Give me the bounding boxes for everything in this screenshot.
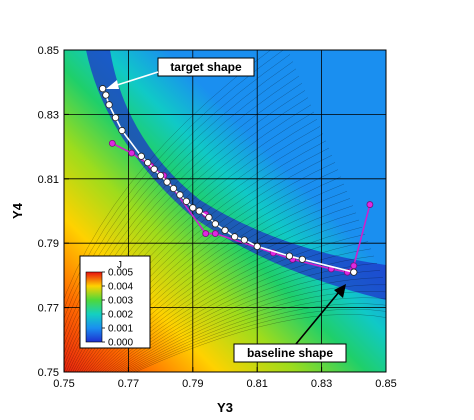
annotation-target: target shape xyxy=(106,57,255,89)
target-point xyxy=(163,178,171,186)
y-tick-label: 0.85 xyxy=(38,45,59,57)
x-tick-label: 0.77 xyxy=(118,378,139,390)
contour-line xyxy=(123,291,386,372)
target-point xyxy=(350,268,358,276)
y-ticks: 0.75 0.77 0.79 0.81 0.83 0.85 xyxy=(38,45,69,379)
y-tick-label: 0.81 xyxy=(38,174,59,186)
baseline-point xyxy=(202,230,210,237)
x-tick-label: 0.79 xyxy=(182,378,203,390)
contour-line xyxy=(113,262,378,372)
target-point xyxy=(144,159,152,167)
baseline-point xyxy=(128,149,136,157)
colorbar-label: 0.003 xyxy=(108,296,133,307)
y-tick-label: 0.75 xyxy=(38,367,59,379)
x-tick-label: 0.83 xyxy=(311,378,332,390)
target-arrow-head xyxy=(106,80,119,89)
target-point xyxy=(285,252,293,260)
target-point xyxy=(211,220,219,228)
contour-line xyxy=(134,314,386,372)
colorbar-labels: 0.005 0.004 0.003 0.002 0.001 0.000 xyxy=(102,268,133,349)
contour-line xyxy=(64,90,306,361)
contour-line xyxy=(64,50,271,300)
target-point xyxy=(111,114,120,122)
target-arrow-shaft xyxy=(113,71,159,87)
contour-line xyxy=(111,255,375,372)
target-point xyxy=(298,255,306,263)
x-ticks: 0.75 0.77 0.79 0.81 0.83 0.85 xyxy=(53,367,397,390)
target-point xyxy=(231,233,239,241)
series-white xyxy=(99,85,358,276)
contour-line xyxy=(94,205,354,372)
baseline-label: baseline shape xyxy=(247,346,333,360)
contour-line xyxy=(64,82,303,354)
target-point xyxy=(240,236,248,244)
colorbar-ramp xyxy=(85,271,103,343)
y-tick-label: 0.79 xyxy=(38,238,59,250)
target-point xyxy=(189,204,197,212)
target-point xyxy=(157,171,165,180)
contour-line xyxy=(64,75,300,346)
baseline-point xyxy=(366,201,374,208)
baseline-label-box xyxy=(233,343,347,363)
colorbar-label: 0.002 xyxy=(108,310,133,321)
contour-line xyxy=(129,303,386,372)
target-point xyxy=(176,191,184,199)
colorbar-title: J xyxy=(117,260,122,271)
baseline-point xyxy=(211,230,219,237)
target-point xyxy=(253,242,261,251)
contour-lines xyxy=(64,50,386,372)
target-point xyxy=(137,152,145,160)
contour-line xyxy=(118,277,384,372)
baseline-arrow-head xyxy=(334,284,346,298)
contour-line xyxy=(64,97,309,367)
target-label-box xyxy=(157,57,255,77)
target-label: target shape xyxy=(170,60,242,74)
target-point xyxy=(118,126,126,135)
grid xyxy=(64,50,386,372)
target-point xyxy=(102,91,110,99)
target-point xyxy=(150,165,158,173)
contour-line xyxy=(101,226,363,372)
contour-line xyxy=(64,104,312,372)
colorbar-label: 0.000 xyxy=(108,338,133,349)
target-point xyxy=(99,85,107,93)
plot-frame xyxy=(63,49,387,373)
contour-line xyxy=(132,308,386,372)
contour-line xyxy=(96,212,357,372)
x-tick-label: 0.81 xyxy=(246,378,267,390)
contour-line xyxy=(89,190,348,372)
y-tick-label: 0.77 xyxy=(38,303,59,315)
contour-line xyxy=(106,241,369,372)
baseline-point xyxy=(350,262,358,270)
y-axis-label: Y4 xyxy=(10,202,25,219)
target-point xyxy=(221,226,229,234)
contour-line xyxy=(126,297,386,372)
colorbar-label: 0.001 xyxy=(108,324,133,335)
target-point xyxy=(205,213,213,222)
x-tick-label: 0.75 xyxy=(53,378,74,390)
target-point xyxy=(169,184,178,193)
y-tick-label: 0.83 xyxy=(38,109,59,121)
contour-line xyxy=(64,54,291,320)
colorbar-legend: J 0.005 0.004 0.003 0.002 0.001 0.000 xyxy=(79,255,151,349)
x-axis-label: Y3 xyxy=(217,400,233,415)
baseline-point xyxy=(108,139,116,147)
contour-line xyxy=(64,50,284,310)
contour-line xyxy=(108,248,372,372)
target-point xyxy=(195,207,203,215)
contour-line xyxy=(64,61,294,329)
colorbar-label: 0.004 xyxy=(108,282,133,293)
annotation-baseline: baseline shape xyxy=(233,284,347,363)
target-point xyxy=(182,197,190,205)
contour-line xyxy=(92,198,351,372)
contour-line xyxy=(103,234,366,372)
x-tick-label: 0.85 xyxy=(375,378,396,390)
baseline-arrow-shaft xyxy=(295,291,340,345)
colorbar-label: 0.005 xyxy=(108,268,133,279)
target-point xyxy=(105,101,113,109)
